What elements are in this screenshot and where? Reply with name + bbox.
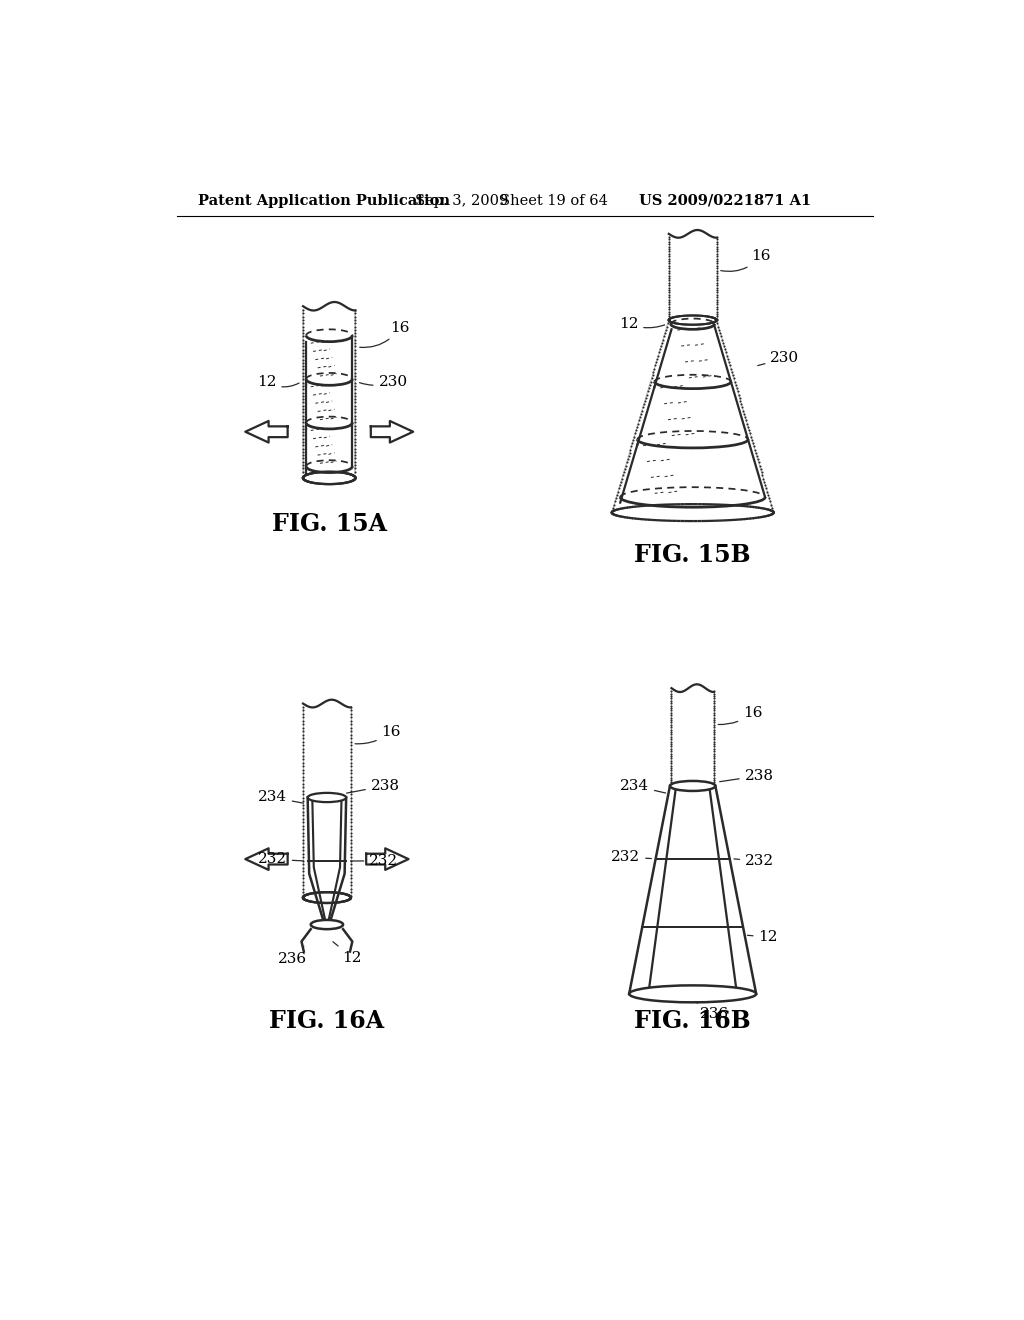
Text: 230: 230	[758, 351, 800, 366]
Text: Patent Application Publication: Patent Application Publication	[199, 194, 451, 207]
Text: 232: 232	[258, 853, 303, 866]
Ellipse shape	[307, 793, 346, 803]
Text: FIG. 16B: FIG. 16B	[634, 1008, 751, 1032]
Text: 12: 12	[257, 375, 299, 388]
Text: 16: 16	[718, 706, 763, 725]
Text: FIG. 15B: FIG. 15B	[635, 543, 751, 568]
Text: 230: 230	[359, 375, 408, 388]
Text: 232: 232	[734, 854, 774, 867]
Text: 238: 238	[720, 768, 774, 783]
Text: 238: 238	[346, 779, 399, 793]
Text: 234: 234	[620, 779, 666, 793]
Text: 16: 16	[359, 321, 410, 347]
Text: 12: 12	[618, 317, 665, 331]
Text: US 2009/0221871 A1: US 2009/0221871 A1	[639, 194, 811, 207]
Text: FIG. 16A: FIG. 16A	[269, 1008, 384, 1032]
Text: 16: 16	[721, 249, 771, 272]
Text: 236: 236	[279, 946, 307, 966]
Text: 232: 232	[350, 854, 398, 867]
Ellipse shape	[629, 985, 756, 1002]
Ellipse shape	[670, 781, 716, 791]
Text: 236: 236	[695, 1002, 729, 1022]
Text: 16: 16	[355, 725, 401, 744]
Text: 234: 234	[258, 791, 303, 804]
Text: 12: 12	[333, 941, 361, 965]
Ellipse shape	[310, 920, 343, 929]
Text: 12: 12	[748, 931, 778, 944]
Text: Sheet 19 of 64: Sheet 19 of 64	[500, 194, 608, 207]
Text: 232: 232	[611, 850, 651, 865]
Text: Sep. 3, 2009: Sep. 3, 2009	[416, 194, 509, 207]
Text: FIG. 15A: FIG. 15A	[271, 512, 387, 536]
